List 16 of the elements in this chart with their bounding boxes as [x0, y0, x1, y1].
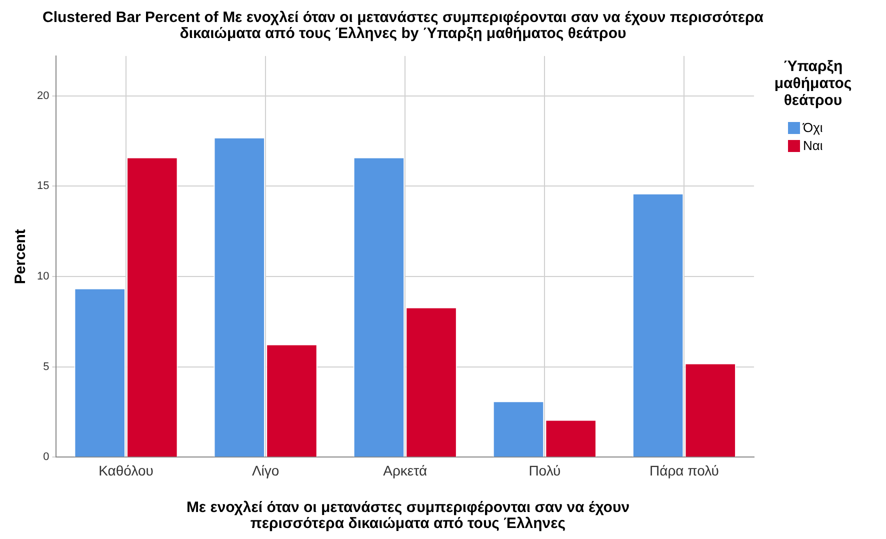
y-tick-label: 15 [36, 180, 50, 192]
x-axis-title: Με ενοχλεί όταν οι μετανάστες συμπεριφέρονται σαν να έχουν περισσότερα δικαιώματα από τους Έλληνες [185, 499, 631, 532]
x-tick-label: Λίγο [252, 462, 280, 478]
x-tick-label: Καθόλου [98, 462, 154, 478]
legend-label: Ναι [803, 137, 823, 155]
x-tick-label: Πάρα πολύ [649, 462, 719, 478]
y-tick-label: 5 [43, 360, 50, 373]
y-tick-label: 20 [36, 90, 50, 102]
y-tick-label: 10 [36, 270, 50, 283]
legend-title: Ύπαρξη μαθήματος θεάτρου [773, 58, 853, 109]
x-tick-label: Αρκετά [383, 462, 428, 478]
chart-title: Clustered Bar Percent of Με ενοχλεί όταν οι μετανάστες συμπεριφέρονται σαν να έχουν περισσότερα δικαιώματα από τους Έλληνες by Ύπαρξη μαθήματος θεάτρου [42, 9, 764, 42]
y-axis-title: Percent [12, 229, 30, 284]
y-tick-label: 0 [43, 451, 50, 464]
legend-label: Όχι [803, 119, 823, 137]
x-tick-label: Πολύ [528, 462, 561, 478]
